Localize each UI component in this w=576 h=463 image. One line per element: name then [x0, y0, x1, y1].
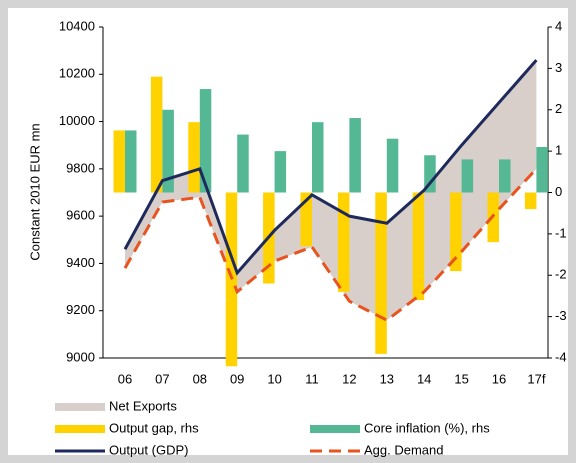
x-tick-label: 13 — [380, 371, 394, 386]
bar — [412, 192, 425, 301]
y-tick-label: 9000 — [66, 349, 95, 364]
bar — [499, 159, 511, 193]
bar — [424, 155, 436, 193]
x-tick-label: 14 — [417, 371, 431, 386]
bar — [188, 122, 200, 193]
x-tick-label: 08 — [193, 371, 207, 386]
bar — [150, 76, 163, 193]
x-tick-label: 06 — [118, 371, 132, 386]
bar — [125, 130, 137, 193]
legend-swatch — [55, 425, 105, 433]
bar — [162, 109, 174, 193]
legend-swatch — [310, 425, 360, 433]
y2-tick-label: -4 — [555, 349, 567, 364]
bar — [536, 146, 548, 193]
y2-tick-label: -1 — [555, 225, 567, 240]
y2-tick-label: -3 — [555, 308, 567, 323]
bar — [199, 89, 212, 193]
bar — [524, 192, 537, 210]
x-tick-label: 10 — [267, 371, 281, 386]
y2-tick-label: 1 — [555, 143, 562, 158]
x-tick-label: 09 — [230, 371, 244, 386]
bar — [375, 192, 387, 354]
legend-label: Net Exports — [109, 398, 177, 413]
bar — [300, 192, 312, 247]
bar — [461, 159, 474, 193]
x-tick-label: 17f — [527, 371, 545, 386]
y-tick-label: 9400 — [66, 255, 95, 270]
bar — [349, 118, 361, 193]
bar — [450, 192, 462, 272]
y2-tick-label: 0 — [555, 184, 562, 199]
y2-tick-label: 3 — [555, 60, 562, 75]
y-axis-label: Constant 2010 EUR mn — [27, 123, 42, 260]
bar — [274, 151, 287, 193]
legend-label: Output gap, rhs — [109, 420, 199, 435]
x-tick-label: 07 — [155, 371, 169, 386]
bar — [237, 134, 249, 193]
legend-label: Core inflation (%), rhs — [364, 420, 490, 435]
bar — [337, 192, 350, 292]
y-tick-label: 9600 — [66, 208, 95, 223]
bar — [312, 122, 324, 193]
line — [123, 167, 538, 322]
y-tick-label: 10200 — [59, 66, 95, 81]
legend-label: Agg. Demand — [364, 442, 444, 457]
x-tick-label: 15 — [454, 371, 468, 386]
y-tick-label: 10400 — [59, 18, 95, 33]
bar — [386, 138, 399, 193]
legend-label: Output (GDP) — [109, 442, 188, 457]
y-tick-label: 9800 — [66, 160, 95, 175]
y2-tick-label: 4 — [555, 18, 562, 33]
x-tick-label: 16 — [492, 371, 506, 386]
x-tick-label: 12 — [342, 371, 356, 386]
line — [123, 59, 538, 276]
legend-swatch — [55, 403, 105, 411]
y-tick-label: 10000 — [59, 113, 95, 128]
y-tick-label: 9200 — [66, 302, 95, 317]
bar — [113, 130, 125, 193]
y2-tick-label: -2 — [555, 267, 567, 282]
x-tick-label: 11 — [305, 371, 319, 386]
y2-tick-label: 2 — [555, 101, 562, 116]
